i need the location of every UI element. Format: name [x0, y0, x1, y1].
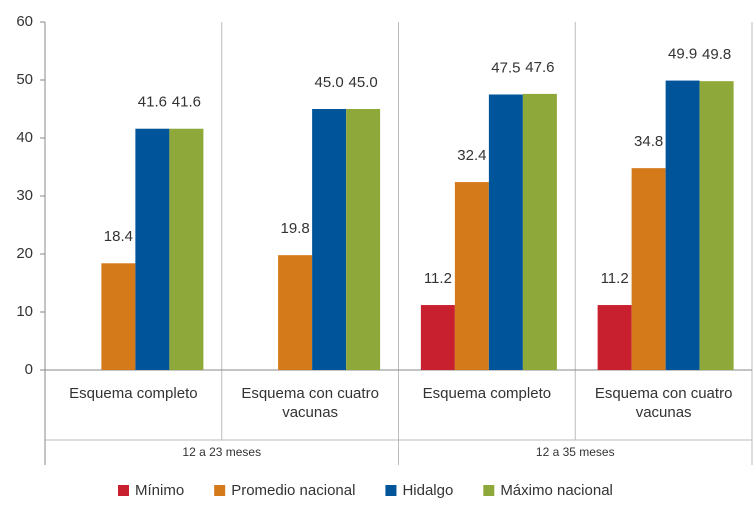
value-label: 49.9 — [668, 46, 697, 63]
legend-label: Mínimo — [135, 482, 184, 499]
y-tick-label: 60 — [16, 13, 33, 30]
bar — [135, 128, 170, 370]
bar — [101, 263, 136, 370]
x-tick-label: Esquema completo — [69, 385, 198, 402]
value-label: 49.8 — [702, 46, 731, 63]
group-label: 12 a 23 meses — [182, 445, 261, 459]
y-tick-label: 0 — [25, 361, 33, 378]
x-tick-label: Esquema completo — [422, 385, 552, 402]
value-label: 45.0 — [315, 74, 344, 91]
legend-label: Máximo nacional — [500, 482, 613, 499]
bar — [454, 182, 489, 370]
value-label: 32.4 — [457, 147, 486, 164]
bar — [631, 168, 666, 370]
value-label: 47.6 — [525, 59, 554, 76]
y-tick-label: 10 — [16, 303, 33, 320]
legend-swatch — [214, 485, 226, 496]
y-tick-label: 30 — [16, 187, 33, 204]
bar — [488, 94, 523, 370]
y-tick-label: 20 — [16, 245, 33, 262]
bar — [699, 81, 734, 370]
bar — [169, 128, 204, 370]
bar — [665, 80, 700, 370]
y-tick-label: 50 — [16, 71, 33, 88]
bar — [278, 255, 313, 370]
value-label: 19.8 — [281, 220, 310, 237]
value-label: 34.8 — [634, 133, 663, 150]
bar — [312, 109, 347, 370]
group-label: 12 a 35 meses — [536, 445, 615, 459]
legend-swatch — [483, 485, 495, 496]
value-label: 41.6 — [172, 94, 201, 111]
bar — [420, 305, 455, 370]
value-label: 11.2 — [601, 270, 629, 287]
bar — [597, 305, 632, 370]
x-tick-label: Esquema con cuatro vacunas — [594, 385, 733, 421]
legend-swatch — [118, 485, 129, 496]
value-label: 47.5 — [491, 59, 520, 76]
legend-swatch — [385, 485, 397, 496]
legend-label: Promedio nacional — [231, 482, 355, 499]
value-label: 45.0 — [349, 74, 378, 91]
bar — [522, 93, 557, 371]
x-tick-label: Esquema con cuatro vacunas — [241, 385, 379, 421]
y-tick-label: 40 — [16, 129, 33, 146]
legend-label: Hidalgo — [402, 482, 453, 499]
value-label: 18.4 — [104, 228, 133, 245]
value-label: 41.6 — [138, 94, 167, 111]
bar — [346, 109, 381, 370]
value-label: 11.2 — [424, 270, 452, 287]
